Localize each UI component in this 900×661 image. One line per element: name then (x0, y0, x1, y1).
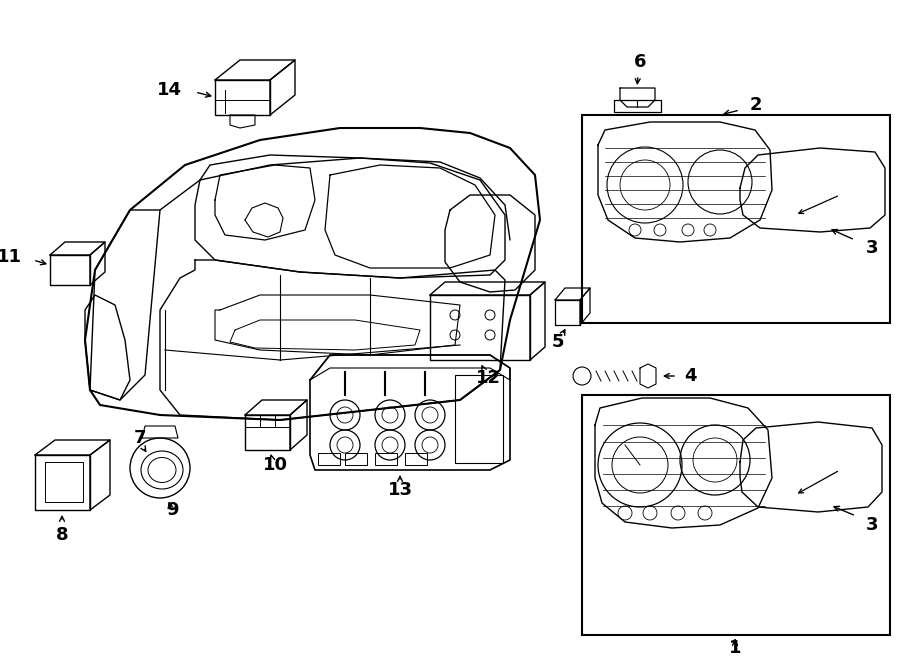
Text: 2: 2 (750, 96, 762, 114)
Bar (405, 453, 427, 465)
Bar (582, 115, 890, 323)
Bar (345, 453, 367, 465)
Text: 3: 3 (866, 239, 878, 257)
Bar (318, 453, 340, 465)
Text: 8: 8 (56, 526, 68, 544)
Text: 12: 12 (475, 369, 500, 387)
Text: 7: 7 (134, 429, 146, 447)
Text: 3: 3 (866, 516, 878, 534)
Text: 1: 1 (729, 639, 742, 657)
Text: 10: 10 (263, 456, 287, 474)
Text: 14: 14 (157, 81, 182, 99)
Text: 9: 9 (166, 501, 178, 519)
Text: 13: 13 (388, 481, 412, 499)
Text: 5: 5 (552, 333, 564, 351)
Text: 11: 11 (0, 248, 22, 266)
Bar (582, 395, 890, 635)
Bar (375, 453, 397, 465)
Bar (455, 375, 503, 463)
Text: 6: 6 (634, 53, 646, 71)
Bar (45, 462, 83, 502)
Text: 4: 4 (684, 367, 697, 385)
